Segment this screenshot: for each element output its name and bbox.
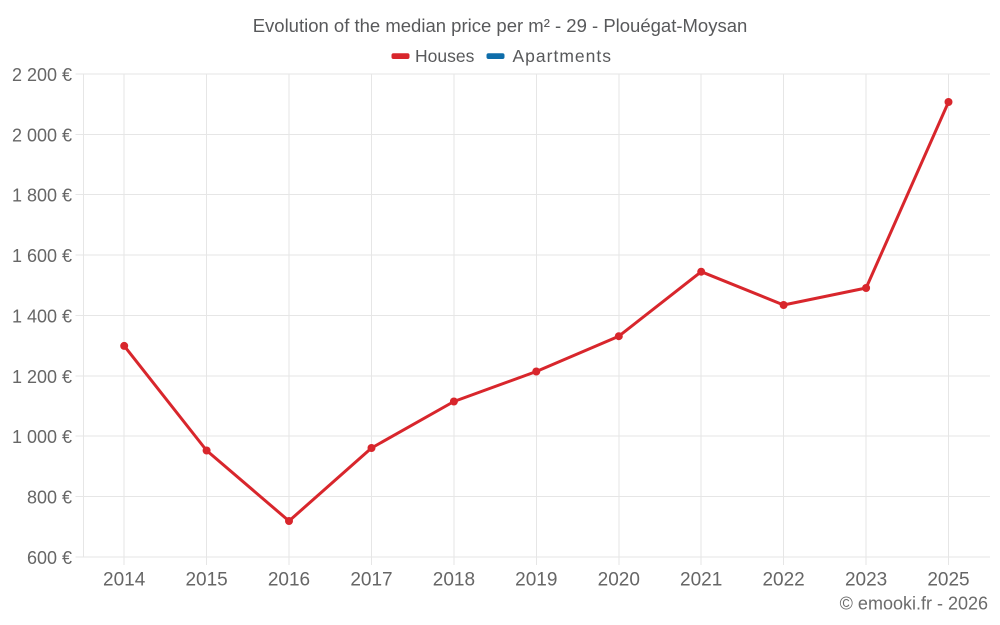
svg-text:1 600 €: 1 600 €	[12, 246, 72, 266]
svg-text:2017: 2017	[350, 570, 392, 591]
svg-text:2018: 2018	[433, 570, 475, 591]
svg-text:600 €: 600 €	[27, 548, 72, 568]
svg-text:800 €: 800 €	[27, 488, 72, 508]
svg-text:2014: 2014	[103, 570, 146, 591]
svg-text:2 200 €: 2 200 €	[12, 65, 72, 85]
svg-text:Apartments: Apartments	[513, 46, 612, 66]
svg-text:Houses: Houses	[415, 46, 475, 66]
svg-text:2016: 2016	[268, 570, 310, 591]
svg-text:Evolution of the median price: Evolution of the median price per m² - 2…	[253, 15, 748, 36]
svg-text:1 400 €: 1 400 €	[12, 306, 72, 326]
svg-text:© emooki.fr - 2026: © emooki.fr - 2026	[840, 594, 988, 614]
svg-text:2025: 2025	[927, 570, 969, 591]
svg-text:2015: 2015	[185, 570, 227, 591]
svg-text:1 000 €: 1 000 €	[12, 427, 72, 447]
svg-text:2021: 2021	[680, 570, 722, 591]
svg-text:2023: 2023	[845, 570, 887, 591]
svg-text:1 200 €: 1 200 €	[12, 367, 72, 387]
svg-text:2019: 2019	[515, 570, 557, 591]
svg-text:2020: 2020	[598, 570, 640, 591]
svg-text:2022: 2022	[762, 570, 804, 591]
svg-text:2 000 €: 2 000 €	[12, 125, 72, 145]
svg-text:1 800 €: 1 800 €	[12, 186, 72, 206]
